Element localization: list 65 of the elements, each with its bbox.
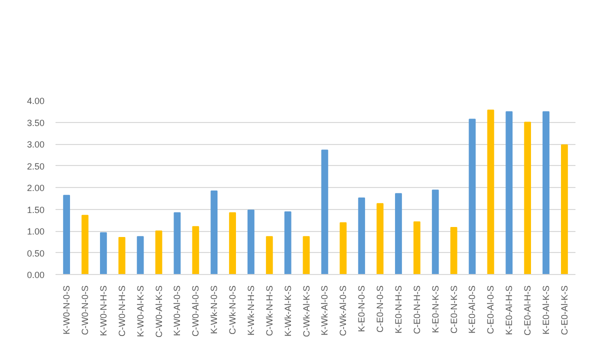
bar xyxy=(266,236,273,274)
y-tick-label: 2.50 xyxy=(26,161,45,172)
bar xyxy=(155,230,162,274)
x-tick-label: K-W0-N-H-S xyxy=(98,285,108,336)
x-tick-label: C-E0-Al-0-S xyxy=(486,285,496,334)
y-tick-label: 3.50 xyxy=(26,118,45,128)
x-tick-label: C-Wk-Al-K-S xyxy=(301,285,312,337)
x-tick-label: C-W0-N-0-S xyxy=(80,285,90,335)
x-tick-label: K-W0-N-0-S xyxy=(62,286,72,334)
x-tick-label: C-E0-N-H-S xyxy=(412,286,422,334)
x-tick-label: C-W0-Al-K-S xyxy=(154,285,164,338)
x-tick-label: K-E0-Al-H-S xyxy=(504,285,514,336)
bar xyxy=(118,237,126,274)
x-tick-label: C-E0-Al-H-S xyxy=(522,285,533,336)
bar xyxy=(506,111,513,274)
x-tick-label: K-E0-N-K-S xyxy=(430,285,440,334)
bar xyxy=(358,197,366,274)
x-tick-label: K-W0-Al-0-S xyxy=(172,285,182,336)
bar xyxy=(192,226,200,274)
x-tick-label: C-E0-N-0-S xyxy=(375,285,386,333)
bar xyxy=(284,211,292,274)
bar xyxy=(248,210,254,274)
x-tick-label: C-Wk-N-H-S xyxy=(264,286,274,336)
x-tick-label: C-Wk-Al-0-S xyxy=(338,285,348,336)
bar xyxy=(136,236,144,274)
bar xyxy=(376,203,384,274)
x-tick-label: K-Wk-Al-K-S xyxy=(282,285,293,336)
bar xyxy=(450,227,458,274)
y-tick-label: 0.50 xyxy=(26,248,45,258)
x-tick-label: K-E0-N-H-S xyxy=(393,285,404,334)
x-tick-label: C-E0-N-K-S xyxy=(448,285,459,334)
bar xyxy=(432,190,439,274)
x-tick-label: K-Wk-N-0-S xyxy=(209,285,220,334)
bar xyxy=(542,111,550,274)
x-tick-label: C-W0-N-H-S xyxy=(116,285,127,336)
bar xyxy=(560,144,568,274)
x-tick-label: K-E0-Al-K-S xyxy=(540,285,551,335)
y-tick-label: 2.00 xyxy=(26,183,45,193)
bar xyxy=(82,214,88,274)
bar xyxy=(524,122,532,274)
bar xyxy=(174,212,181,274)
y-tick-label: 1.50 xyxy=(26,204,45,215)
bar xyxy=(100,232,107,274)
x-tick-label: K-W0-Al-K-S xyxy=(135,286,146,337)
bar xyxy=(340,222,347,274)
y-tick-label: 3.00 xyxy=(26,140,45,150)
x-tick-label: C-E0-Al-K-S xyxy=(559,285,570,336)
x-tick-label: K-E0-N-0-S xyxy=(356,285,367,332)
x-tick-label: K-Wk-N-H-S xyxy=(246,285,256,336)
y-tick-label: 0.00 xyxy=(26,270,45,280)
x-tick-label: K-E0-Al-0-S xyxy=(467,285,478,334)
x-tick-label: C-Wk-N-0-S xyxy=(228,285,238,334)
y-tick-label: 4.00 xyxy=(26,96,45,106)
bar xyxy=(63,194,70,274)
bar xyxy=(302,236,310,274)
bar xyxy=(468,118,476,274)
bar xyxy=(321,150,328,274)
bar xyxy=(413,221,420,274)
bar xyxy=(210,190,218,274)
bar xyxy=(487,110,494,274)
x-tick-label: K-Wk-Al-0-S xyxy=(320,285,330,336)
x-tick-label: C-W0-Al-0-S xyxy=(190,286,201,336)
y-tick-label: 1.00 xyxy=(26,226,45,236)
bar xyxy=(395,193,402,274)
bar xyxy=(229,212,236,274)
